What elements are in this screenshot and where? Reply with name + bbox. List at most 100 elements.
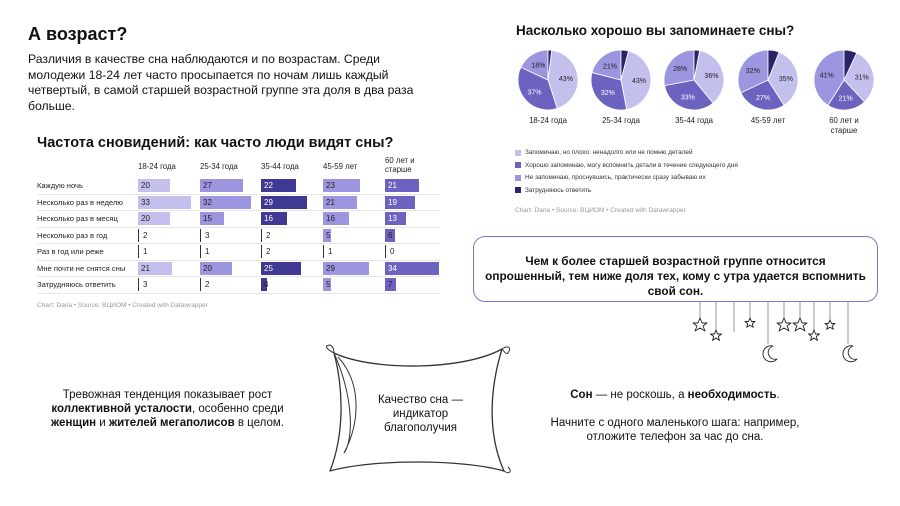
value-label: 5 xyxy=(326,230,331,240)
value-label: 0 xyxy=(390,247,395,256)
value-label: 4 xyxy=(264,280,269,289)
bar-tick xyxy=(138,278,139,291)
pie-slice xyxy=(664,79,714,111)
bar xyxy=(138,212,170,225)
pie-slice xyxy=(547,49,553,81)
bar xyxy=(138,261,172,275)
bar xyxy=(323,212,349,225)
slice-label: 21% xyxy=(839,95,853,102)
bar xyxy=(385,195,416,209)
slice-label: 27% xyxy=(756,95,770,102)
legend-swatch xyxy=(515,162,521,168)
emphasis-text: жителей мегаполисов xyxy=(108,417,235,429)
slice-label: 32% xyxy=(746,68,760,75)
bar-tick xyxy=(138,228,139,242)
text-fragment: — не роскошь, а xyxy=(592,389,688,401)
pie-slice xyxy=(590,72,628,111)
slice-label: 35% xyxy=(779,76,793,83)
row-divider xyxy=(37,292,440,294)
bar xyxy=(261,212,287,225)
value-label: 5 xyxy=(326,280,331,289)
column-header: 60 лет и старше xyxy=(385,156,415,174)
bar xyxy=(200,195,252,209)
bottom-left-text: Тревожная тенденция показывает рост колл… xyxy=(35,388,300,430)
value-label: 33 xyxy=(141,197,150,207)
bar xyxy=(200,179,244,192)
row-label: Несколько раз в неделю xyxy=(37,197,123,207)
bar-tick xyxy=(261,228,262,242)
value-label: 29 xyxy=(264,197,273,207)
value-label: 20 xyxy=(141,181,150,190)
row-divider xyxy=(37,243,440,244)
bar-tick xyxy=(138,245,139,258)
legend-label: Затрудняюсь ответить xyxy=(525,186,592,194)
value-label: 20 xyxy=(141,214,150,223)
pie-slice xyxy=(693,49,701,81)
legend-item: Запоминаю, но плохо: ненадолго или не по… xyxy=(515,149,693,156)
star-icon xyxy=(824,319,836,330)
value-label: 1 xyxy=(205,247,210,256)
value-label: 16 xyxy=(326,214,335,223)
value-label: 2 xyxy=(266,247,271,256)
row-divider xyxy=(37,276,440,277)
bar xyxy=(385,261,440,275)
bar xyxy=(385,228,395,242)
bar xyxy=(323,195,357,209)
legend-label: Не запоминаю, проснувшись, практически с… xyxy=(525,174,706,181)
legend-swatch xyxy=(515,174,521,181)
text-fragment: в целом. xyxy=(234,417,284,429)
bar-tick xyxy=(385,245,386,258)
hanging-stars-decoration xyxy=(692,302,858,363)
value-label: 6 xyxy=(388,230,393,240)
slice-label: 43% xyxy=(559,76,573,83)
star-icon xyxy=(710,329,722,341)
pie-slice xyxy=(620,50,652,110)
pie-group-label: 25-34 года xyxy=(602,116,640,125)
pie-slice xyxy=(663,49,695,87)
emphasis-text: женщин xyxy=(51,417,97,429)
row-label: Раз в год или реже xyxy=(37,247,104,256)
bar xyxy=(261,179,297,192)
moon-icon xyxy=(762,345,778,363)
value-label: 21 xyxy=(141,263,150,273)
star-icon xyxy=(776,317,792,332)
value-label: 27 xyxy=(203,181,212,190)
slice-label: 18% xyxy=(531,62,545,69)
value-label: 21 xyxy=(388,181,397,190)
value-label: 20 xyxy=(203,263,212,273)
value-label: 32 xyxy=(203,197,212,207)
bar xyxy=(385,179,419,192)
star-icon xyxy=(808,329,820,341)
value-label: 13 xyxy=(388,214,397,223)
column-header: 25-34 года xyxy=(200,162,238,171)
value-label: 19 xyxy=(388,197,397,207)
pie-group-label: 18-24 года xyxy=(529,116,567,125)
intro-text: Различия в качестве сна наблюдаются и по… xyxy=(28,52,414,113)
column-header: 35-44 года xyxy=(261,162,299,171)
pillow-illustration xyxy=(326,344,511,474)
slice-label: 41% xyxy=(820,72,834,79)
value-label: 34 xyxy=(388,263,397,273)
value-label: 2 xyxy=(143,230,148,240)
column-header: 45-59 лет xyxy=(323,162,358,171)
value-label: 1 xyxy=(328,247,333,256)
pie-slice xyxy=(591,49,622,81)
legend-swatch xyxy=(515,187,521,193)
bar xyxy=(261,195,308,209)
value-label: 29 xyxy=(326,263,335,273)
slice-label: 21% xyxy=(603,63,617,70)
row-divider xyxy=(37,226,440,228)
slice-label: 31% xyxy=(855,75,869,82)
bar-tick xyxy=(200,228,201,242)
bar xyxy=(261,278,268,291)
pie-chart: 36% 33% 28% xyxy=(663,49,725,111)
bottom-right-text: Сон — не роскошь, а необходимость. Начни… xyxy=(540,388,810,444)
slice-label: 28% xyxy=(673,66,687,73)
pie-slice xyxy=(740,79,785,111)
slice-label: 43% xyxy=(632,78,646,85)
frequency-chart-credit: Chart: Daria • Source: ВЦИОМ • Created w… xyxy=(37,302,208,309)
value-label: 21 xyxy=(326,197,335,207)
value-label: 3 xyxy=(205,230,210,240)
row-label: Несколько раз в месяц xyxy=(37,214,118,223)
text-fragment: , особенно среди xyxy=(191,403,284,415)
